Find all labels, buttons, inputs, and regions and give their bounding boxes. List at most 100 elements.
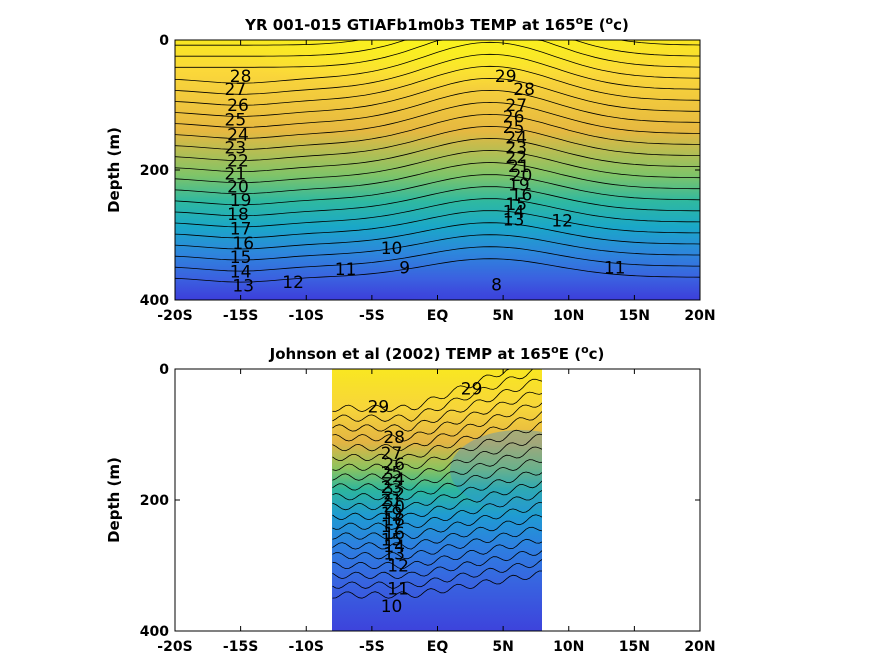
top-equatorial-cold-dome <box>310 210 610 300</box>
top-isotherm-line <box>175 198 700 228</box>
top-contour-label: 26 <box>227 96 249 116</box>
top-contour-label: 18 <box>227 205 249 225</box>
bottom-isotherm-line <box>332 402 542 452</box>
top-contour-label: 13 <box>232 277 254 297</box>
top-isotherm-line <box>175 89 700 128</box>
top-contour-label: 11 <box>604 259 626 279</box>
top-contour-label: 16 <box>232 234 254 254</box>
bottom-x-tick-label: -5S <box>359 639 385 655</box>
top-contour-label: 14 <box>503 203 525 223</box>
bottom-contour-label: 10 <box>381 597 403 617</box>
top-x-tick-label: -5S <box>359 308 385 324</box>
top-contour-label: 15 <box>230 248 252 268</box>
top-x-tick-label: 10N <box>553 308 584 324</box>
top-isotherm-line <box>175 40 700 57</box>
top-contour-label: 26 <box>503 108 525 128</box>
bottom-title: Johnson et al (2002) TEMP at 165oE (oc) <box>269 343 605 363</box>
bottom-x-tick-label: -20S <box>157 639 192 655</box>
bottom-isotherm-line <box>332 471 542 511</box>
top-contour-label: 27 <box>225 80 247 100</box>
bottom-isotherms <box>332 369 542 599</box>
top-contour-label: 14 <box>230 262 252 282</box>
top-contour-label: 13 <box>503 210 525 230</box>
top-y-axis-label: Depth (m) <box>105 127 123 213</box>
bottom-contour-label: 18 <box>383 511 405 531</box>
top-x-tick-label: 5N <box>492 308 513 324</box>
bottom-contour-label: 24 <box>383 470 405 490</box>
bottom-y-tick-label: 400 <box>140 624 169 640</box>
bottom-isotherm-line <box>332 410 542 462</box>
bottom-contour-label: 15 <box>381 530 403 550</box>
bottom-x-axis: -20S -15S -10S -5S EQ 5N 10N 15N 20N <box>157 369 716 655</box>
bottom-plot-area: 29 29 282726252423222120191817161514131211… <box>175 369 700 631</box>
bottom-isotherm-line <box>332 526 542 560</box>
top-contour-label: 12 <box>551 212 573 232</box>
top-contour-label: 24 <box>227 125 249 145</box>
top-contour-label: 20 <box>511 166 533 186</box>
bottom-isotherm-line <box>332 433 542 481</box>
top-y-axis: 0 200 400 <box>140 33 700 309</box>
top-isotherm-line <box>175 210 700 239</box>
bottom-isotherm-line <box>332 480 542 521</box>
bottom-isotherm-line <box>332 378 542 432</box>
top-contour-label: 29 <box>495 67 517 87</box>
bottom-contour-label: 29 <box>368 397 390 417</box>
top-contour-label: 19 <box>230 191 252 211</box>
bottom-contour-label: 23 <box>381 478 403 498</box>
top-x-tick-label: 15N <box>619 308 650 324</box>
bottom-isotherm-line <box>332 550 542 580</box>
bottom-y-tick-label: 0 <box>159 362 169 378</box>
top-isotherm-line <box>175 77 700 117</box>
bottom-x-tick-label: EQ <box>427 639 449 655</box>
top-contour-label: 16 <box>511 186 533 206</box>
top-contour-label: 9 <box>399 259 410 279</box>
bottom-x-tick-label: 10N <box>553 639 584 655</box>
top-contour-label: 28 <box>513 80 535 100</box>
bottom-isotherm-line <box>332 490 542 530</box>
top-contour-label: 27 <box>505 96 527 116</box>
top-x-tick-label: -10S <box>289 308 324 324</box>
top-contour-label: 25 <box>225 110 247 130</box>
top-contour-label: 24 <box>505 129 527 149</box>
top-contour-label: 23 <box>505 138 527 158</box>
bottom-isotherm-line <box>332 446 542 491</box>
top-isotherm-line <box>175 40 700 46</box>
bottom-contour-label: 29 <box>461 380 483 400</box>
top-isotherm-line <box>175 65 700 106</box>
top-contour-label: 11 <box>335 260 357 280</box>
top-contour-label: 23 <box>225 138 247 158</box>
top-isotherm-line <box>175 41 700 84</box>
bottom-isotherm-line <box>332 559 542 589</box>
bottom-contour-label: 21 <box>381 491 403 511</box>
top-contour-label: 21 <box>508 157 530 177</box>
top-x-axis: -20S -15S -10S -5S EQ 5N 10N 15N 20N <box>157 40 716 324</box>
bottom-contour-label: 13 <box>383 545 405 565</box>
top-contour-label: 8 <box>491 275 502 295</box>
bottom-contour-label: 26 <box>383 455 405 475</box>
bottom-isotherm-line <box>332 459 542 501</box>
top-x-tick-label: -15S <box>223 308 258 324</box>
top-x-tick-label: EQ <box>427 308 449 324</box>
bottom-contour-label: 22 <box>383 484 405 504</box>
bottom-contour-label: 16 <box>383 524 405 544</box>
top-isotherm-line <box>175 174 700 206</box>
bottom-contour-label: 27 <box>381 444 403 464</box>
bottom-x-tick-label: -15S <box>223 639 258 655</box>
bottom-y-axis-label: Depth (m) <box>105 457 123 543</box>
top-y-tick-label: 0 <box>159 33 169 49</box>
bottom-isotherm-line <box>332 369 542 422</box>
top-isotherm-line <box>175 53 700 95</box>
top-contour-label: 22 <box>227 151 249 171</box>
bottom-contour-label: 25 <box>381 463 403 483</box>
top-isotherm-line <box>175 101 700 139</box>
top-isotherm-line <box>175 126 700 162</box>
top-contour-label: 17 <box>230 220 252 240</box>
bottom-contour-label: 20 <box>383 498 405 518</box>
top-contour-label: 22 <box>505 148 527 168</box>
bottom-x-tick-label: 5N <box>492 639 513 655</box>
bottom-contour-labels: 29 29 282726252423222120191817161514131211… <box>368 380 483 617</box>
top-contour-label: 21 <box>225 164 247 184</box>
top-isotherm-line <box>175 138 700 173</box>
